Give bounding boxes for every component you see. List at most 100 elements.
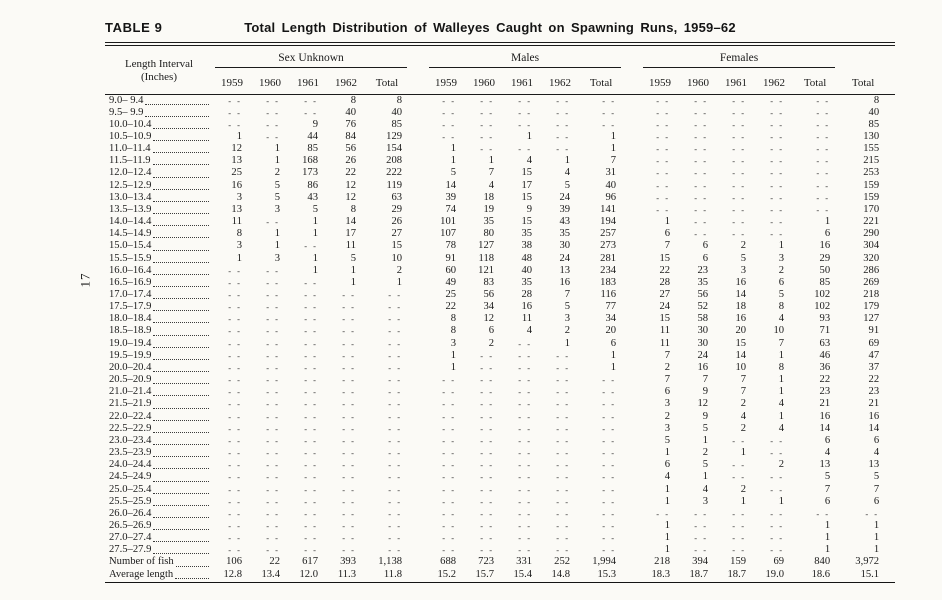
length-interval: 14.0–14.4 (105, 216, 213, 228)
count-cell: 13 (559, 264, 571, 276)
count-cell: - - (342, 435, 356, 446)
count-cell: 13 (231, 155, 242, 167)
count-cell: 1 (274, 240, 280, 252)
count-cell: 18.6 (793, 568, 838, 583)
count-cell: 8 (236, 228, 242, 240)
group-gap (409, 471, 427, 483)
count-cell: - - (388, 545, 403, 556)
count-cell: 1 (564, 337, 571, 349)
count-cell: - - (556, 350, 571, 361)
group-gap (409, 119, 427, 131)
count-cell: 8 (396, 94, 403, 106)
count-cell: 7 (778, 337, 785, 349)
count-cell: - - (266, 265, 280, 276)
dot-leader (153, 273, 209, 275)
year-col-header: 1959 (427, 68, 466, 95)
count-cell: 74 (445, 203, 457, 215)
count-cell: - - (732, 131, 747, 142)
count-cell: - - (266, 520, 280, 531)
dot-leader (153, 395, 209, 397)
count-cell: 96 (605, 191, 617, 203)
count-cell: - - (732, 144, 747, 155)
count-cell: 15.3 (579, 568, 624, 583)
count-cell: 43 (559, 216, 571, 228)
count-cell: 56 (483, 289, 495, 300)
count-cell: 168 (302, 155, 318, 167)
count-cell: - - (442, 484, 457, 495)
count-cell: 286 (863, 264, 880, 276)
count-cell: - - (816, 204, 831, 215)
count-cell: 23 (697, 264, 709, 276)
count-cell: 13 (868, 459, 880, 471)
group-gap (623, 325, 641, 337)
count-cell: 6 (664, 459, 671, 471)
year-col-header: 1960 (465, 68, 504, 95)
count-cell: - - (228, 338, 242, 349)
count-cell: 4 (664, 471, 671, 483)
count-cell: 141 (600, 203, 617, 215)
count-cell: 76 (345, 118, 356, 130)
count-cell: - - (388, 350, 403, 361)
group-gap (409, 386, 427, 398)
count-cell: - - (342, 411, 356, 422)
group-gap (409, 155, 427, 167)
dot-leader (153, 419, 209, 421)
count-cell: - - (304, 435, 318, 446)
count-cell: 218 (654, 556, 671, 568)
group-gap (409, 253, 427, 265)
count-cell: 2 (664, 361, 671, 373)
count-cell: 77 (605, 301, 617, 313)
count-cell: - - (816, 180, 831, 191)
count-cell: 1 (664, 544, 671, 556)
total-col-header: Total (365, 68, 410, 95)
count-cell: 16 (231, 179, 242, 191)
group-gap (409, 423, 427, 435)
count-cell: - - (442, 95, 457, 106)
count-cell: 29 (819, 252, 831, 264)
count-cell: - - (342, 338, 356, 349)
count-cell: - - (656, 144, 671, 155)
count-cell: - - (556, 545, 571, 556)
count-cell: 39 (445, 191, 457, 203)
count-cell: 7 (488, 167, 495, 179)
group-gap (623, 459, 641, 471)
count-cell: 257 (600, 228, 617, 240)
count-cell: 12.0 (289, 568, 327, 583)
count-cell: 15 (521, 191, 533, 203)
count-cell: - - (480, 131, 495, 142)
dot-leader (153, 298, 209, 300)
count-cell: 1 (350, 276, 356, 288)
count-cell: 281 (600, 252, 617, 264)
length-interval: 24.5–24.9 (105, 471, 213, 483)
group-gap (409, 532, 427, 544)
group-gap (623, 216, 641, 228)
dot-leader (153, 127, 209, 129)
group-gap (409, 204, 427, 216)
count-cell: - - (342, 326, 356, 337)
count-cell: - - (602, 484, 617, 495)
count-cell: 1 (274, 155, 280, 167)
count-cell: - - (518, 496, 533, 507)
year-col-header: 1961 (289, 68, 327, 95)
count-cell: 4 (778, 313, 785, 325)
group-gap (623, 253, 641, 265)
count-cell: - - (816, 107, 831, 118)
count-cell: 617 (302, 556, 318, 568)
group-gap (409, 48, 428, 95)
count-cell: 102 (814, 301, 831, 313)
count-cell: - - (694, 533, 709, 544)
count-cell: 12 (231, 143, 242, 155)
count-cell: 18 (735, 301, 747, 313)
group-gap (409, 556, 427, 568)
count-cell: 56 (697, 289, 709, 300)
count-cell: 9 (702, 410, 709, 422)
count-cell: - - (304, 460, 318, 471)
count-cell: - - (602, 460, 617, 471)
count-cell: 28 (521, 289, 533, 300)
count-cell: - - (342, 399, 356, 410)
count-cell: - - (602, 411, 617, 422)
group-gap (409, 301, 427, 313)
count-cell: - - (556, 423, 571, 434)
count-cell: - - (656, 107, 671, 118)
group-gap (623, 240, 641, 252)
